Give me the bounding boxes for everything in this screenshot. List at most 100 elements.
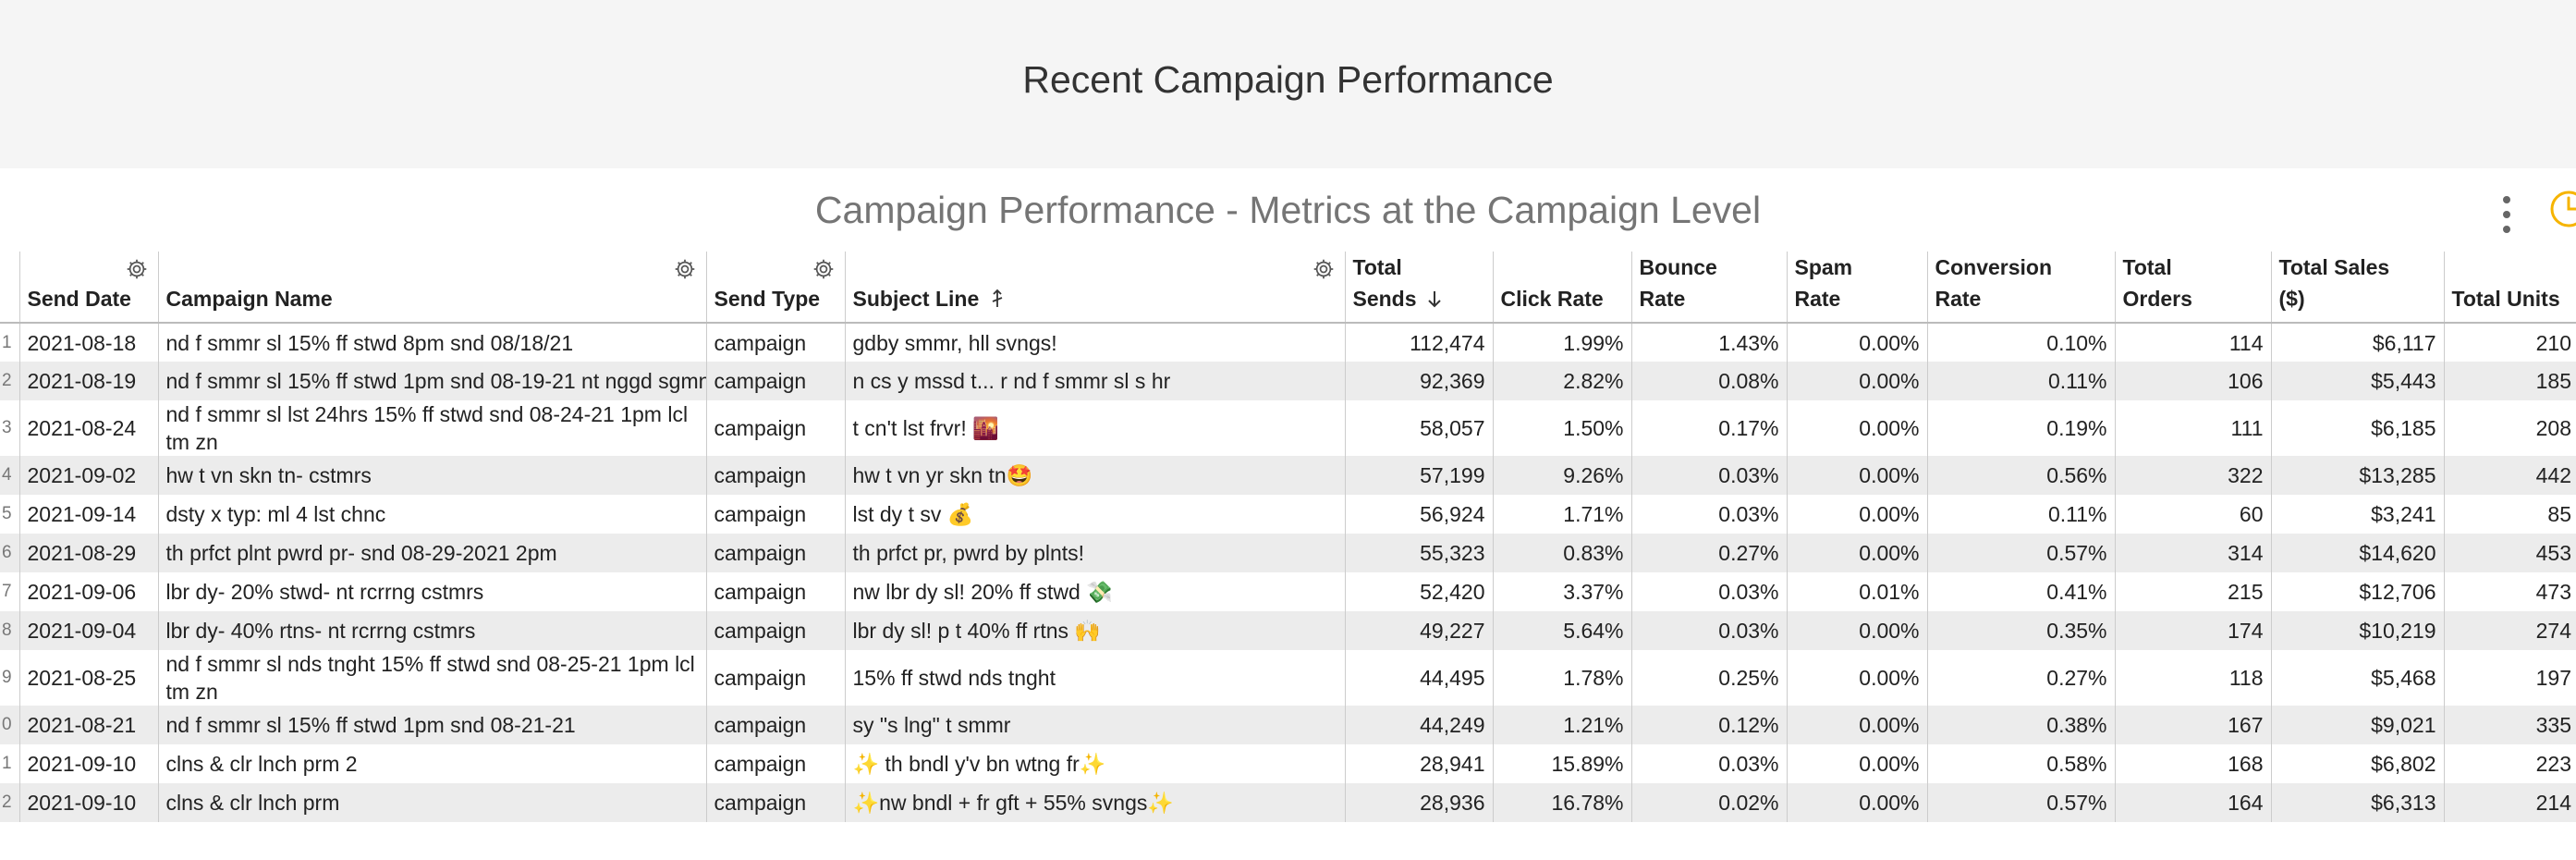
cell-send-date: 2021-09-10 (18, 783, 158, 822)
cell-subject-line: lst dy t sv 💰 (844, 495, 1345, 534)
gear-icon[interactable] (1312, 257, 1336, 281)
cell-conversion-rate: 0.10% (1926, 323, 2115, 362)
col-total-units[interactable]: Total Units (2443, 252, 2576, 324)
cell-send-date: 2021-08-21 (18, 706, 158, 744)
cell-total-units: 210 (2443, 323, 2576, 362)
cell-click-rate: 1.71% (1492, 495, 1631, 534)
col-total-sales[interactable]: Total Sales ($) (2270, 252, 2444, 324)
cell-total-orders: 322 (2114, 456, 2271, 495)
cell-bounce-rate: 1.43% (1630, 323, 1787, 362)
clock-icon[interactable] (2548, 189, 2576, 229)
table-row[interactable]: 9 2021-08-25 nd f smmr sl nds tnght 15% … (0, 650, 2576, 706)
cell-conversion-rate: 0.11% (1926, 362, 2115, 400)
cell-send-date: 2021-09-04 (18, 611, 158, 650)
cell-campaign-name: th prfct plnt pwrd pr- snd 08-29-2021 2p… (157, 534, 706, 572)
arrow-down-icon[interactable] (1426, 289, 1443, 309)
table-row[interactable]: 3 2021-08-24 nd f smmr sl lst 24hrs 15% … (0, 400, 2576, 456)
col-click-rate[interactable]: Click Rate (1492, 252, 1631, 324)
row-number: 0 (0, 706, 19, 744)
cell-spam-rate: 0.01% (1786, 572, 1927, 611)
cell-campaign-name: hw t vn skn tn- cstmrs (157, 456, 706, 495)
cell-campaign-name: nd f smmr sl 15% ff stwd 1pm snd 08-19-2… (157, 362, 706, 400)
col-campaign-name[interactable]: Campaign Name (157, 252, 706, 324)
cell-total-sales: $6,313 (2270, 783, 2444, 822)
cell-spam-rate: 0.00% (1786, 611, 1927, 650)
row-number: 4 (0, 456, 19, 495)
cell-campaign-name: clns & clr lnch prm (157, 783, 706, 822)
cell-send-type: campaign (705, 534, 845, 572)
table-row[interactable]: 2 2021-09-10 clns & clr lnch prm campaig… (0, 783, 2576, 822)
table-row[interactable]: 0 2021-08-21 nd f smmr sl 15% ff stwd 1p… (0, 706, 2576, 744)
cell-campaign-name: lbr dy- 20% stwd- nt rcrrng cstmrs (157, 572, 706, 611)
cell-subject-line: n cs y mssd t... r nd f smmr sl s hr (844, 362, 1345, 400)
row-number: 7 (2, 582, 12, 601)
col-subject-line[interactable]: Subject Line (844, 252, 1345, 324)
cell-total-orders: 118 (2114, 650, 2271, 706)
cell-click-rate: 9.26% (1492, 456, 1631, 495)
cell-spam-rate: 0.00% (1786, 456, 1927, 495)
col-total-orders[interactable]: Total Orders (2114, 252, 2271, 324)
cell-send-type: campaign (705, 572, 845, 611)
row-number: 6 (0, 534, 19, 572)
cell-send-type: campaign (705, 611, 845, 650)
rownum-header (0, 252, 19, 324)
cell-subject-line: nw lbr dy sl! 20% ff stwd 💸 (844, 572, 1345, 611)
cell-bounce-rate: 0.27% (1630, 534, 1787, 572)
table-row[interactable]: 2 2021-08-19 nd f smmr sl 15% ff stwd 1p… (0, 362, 2576, 400)
table-row[interactable]: 4 2021-09-02 hw t vn skn tn- cstmrs camp… (0, 456, 2576, 495)
col-conversion-rate[interactable]: Conversion Rate (1926, 252, 2115, 324)
campaign-name-label: Campaign Name (165, 287, 333, 311)
cell-spam-rate: 0.00% (1786, 783, 1927, 822)
sort-icon[interactable] (989, 289, 1006, 309)
cell-spam-rate: 0.00% (1786, 706, 1927, 744)
cell-bounce-rate: 0.17% (1630, 400, 1787, 456)
cell-click-rate: 15.89% (1492, 744, 1631, 783)
table-row[interactable]: 8 2021-09-04 lbr dy- 40% rtns- nt rcrrng… (0, 611, 2576, 650)
col-bounce-rate[interactable]: Bounce Rate (1630, 252, 1787, 324)
gear-icon[interactable] (812, 257, 836, 281)
cell-subject-line: ✨ th bndl y'v bn wtng fr✨ (844, 744, 1345, 783)
cell-send-type: campaign (705, 400, 845, 456)
table-row[interactable]: 7 2021-09-06 lbr dy- 20% stwd- nt rcrrng… (0, 572, 2576, 611)
col-send-type[interactable]: Send Type (705, 252, 845, 324)
cell-total-sends: 49,227 (1344, 611, 1493, 650)
cell-total-units: 197 (2443, 650, 2576, 706)
cell-total-sales: $14,620 (2270, 534, 2444, 572)
cell-send-date: 2021-08-18 (18, 323, 158, 362)
gear-icon[interactable] (125, 257, 149, 281)
col-total-sends[interactable]: Total Sends (1344, 252, 1493, 324)
table-row[interactable]: 1 2021-09-10 clns & clr lnch prm 2 campa… (0, 744, 2576, 783)
table-row[interactable]: 6 2021-08-29 th prfct plnt pwrd pr- snd … (0, 534, 2576, 572)
table-row[interactable]: 5 2021-09-14 dsty x typ: ml 4 lst chnc c… (0, 495, 2576, 534)
row-number: 2 (0, 362, 19, 400)
cell-total-sales: $13,285 (2270, 456, 2444, 495)
cell-conversion-rate: 0.27% (1926, 650, 2115, 706)
bounce-rate-label-2: Rate (1639, 287, 1686, 311)
cell-campaign-name: nd f smmr sl 15% ff stwd 8pm snd 08/18/2… (157, 323, 706, 362)
cell-total-sales: $3,241 (2270, 495, 2444, 534)
cell-click-rate: 3.37% (1492, 572, 1631, 611)
cell-click-rate: 1.78% (1492, 650, 1631, 706)
conversion-rate-label-1: Conversion (1935, 255, 2053, 279)
total-sales-label-1: Total Sales (2278, 255, 2390, 279)
cell-spam-rate: 0.00% (1786, 323, 1927, 362)
col-send-date[interactable]: Send Date (18, 252, 158, 324)
cell-click-rate: 1.99% (1492, 323, 1631, 362)
cell-send-type: campaign (705, 323, 845, 362)
cell-spam-rate: 0.00% (1786, 362, 1927, 400)
cell-total-sends: 55,323 (1344, 534, 1493, 572)
cell-total-sales: $6,117 (2270, 323, 2444, 362)
cell-total-units: 274 (2443, 611, 2576, 650)
cell-total-sales: $6,185 (2270, 400, 2444, 456)
gear-icon[interactable] (673, 257, 697, 281)
more-options-icon[interactable] (2496, 196, 2518, 233)
total-orders-label-2: Orders (2122, 287, 2192, 311)
cell-campaign-name: clns & clr lnch prm 2 (157, 744, 706, 783)
cell-total-units: 473 (2443, 572, 2576, 611)
cell-conversion-rate: 0.11% (1926, 495, 2115, 534)
col-spam-rate[interactable]: Spam Rate (1786, 252, 1927, 324)
cell-total-units: 223 (2443, 744, 2576, 783)
cell-total-sales: $12,706 (2270, 572, 2444, 611)
cell-total-orders: 167 (2114, 706, 2271, 744)
table-row[interactable]: 1 2021-08-18 nd f smmr sl 15% ff stwd 8p… (0, 323, 2576, 362)
